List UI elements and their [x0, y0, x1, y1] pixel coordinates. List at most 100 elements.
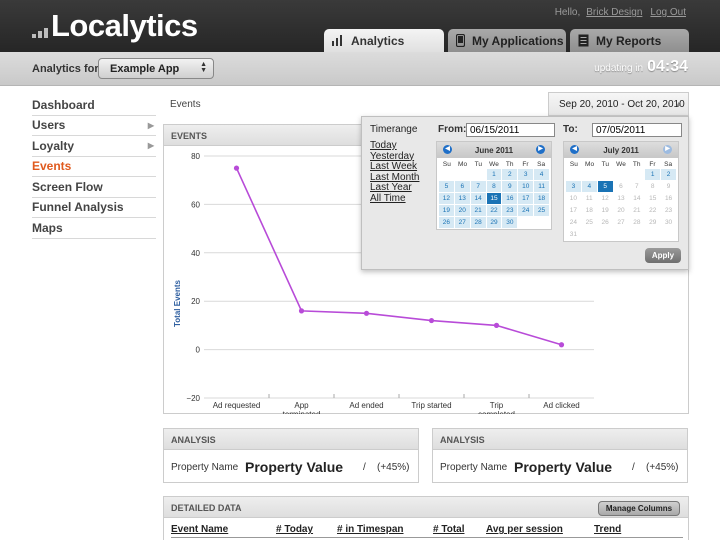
to-date-input[interactable] — [592, 123, 682, 137]
calendar-day[interactable]: 20 — [454, 205, 470, 216]
calendar-day[interactable]: 23 — [502, 205, 518, 216]
calendar-day[interactable]: 1 — [645, 169, 661, 180]
calendar-day[interactable]: 3 — [518, 169, 534, 180]
calendar-day[interactable]: 9 — [502, 181, 518, 192]
sidebar-item-maps[interactable]: Maps — [32, 218, 156, 239]
column-header-total[interactable]: # Total — [433, 524, 465, 535]
calendar-day[interactable]: 10 — [518, 181, 534, 192]
preset-link-all-time[interactable]: All Time — [370, 192, 406, 204]
column-header-event-name[interactable]: Event Name — [171, 524, 229, 535]
calendar-day[interactable]: 7 — [635, 183, 639, 190]
calendar-day[interactable]: 20 — [617, 207, 625, 214]
calendar-day[interactable]: 8 — [650, 183, 655, 190]
prev-month-icon[interactable]: ◀ — [570, 145, 579, 154]
next-month-icon[interactable]: ▶ — [536, 145, 545, 154]
column-header-avg-per-session[interactable]: Avg per session — [486, 524, 563, 535]
calendar-day[interactable]: 31 — [569, 231, 578, 238]
calendar-day[interactable]: 25 — [534, 205, 549, 216]
calendar-day[interactable]: 30 — [502, 217, 518, 228]
calendar-day[interactable]: 30 — [664, 219, 673, 226]
sidebar-item-events[interactable]: Events — [32, 157, 156, 177]
calendar-day[interactable]: 2 — [502, 169, 518, 180]
calendar-day[interactable]: 14 — [633, 195, 641, 202]
data-point[interactable] — [493, 322, 500, 328]
calendar-day[interactable]: 29 — [486, 217, 502, 228]
calendar-day[interactable]: 17 — [518, 193, 534, 204]
calendar-day[interactable]: 21 — [633, 207, 641, 214]
data-point[interactable] — [298, 308, 305, 314]
from-date-input[interactable] — [466, 123, 555, 137]
data-point[interactable] — [233, 165, 240, 171]
calendar-day[interactable]: 11 — [585, 195, 593, 202]
preset-link-last-month[interactable]: Last Month — [370, 171, 420, 183]
calendar-day[interactable]: 26 — [439, 217, 454, 228]
calendar-day[interactable]: 4 — [581, 181, 597, 192]
calendar-day[interactable]: 27 — [454, 217, 470, 228]
calendar-day[interactable]: 29 — [649, 219, 657, 226]
tab-analytics[interactable]: Analytics — [324, 29, 444, 52]
calendar-day[interactable]: 14 — [470, 193, 486, 204]
calendar-day[interactable]: 5 — [597, 181, 613, 192]
calendar-day[interactable]: 24 — [569, 219, 578, 226]
calendar-day[interactable]: 28 — [633, 219, 641, 226]
column-header-trend[interactable]: Trend — [594, 524, 622, 535]
tab-my-applications[interactable]: My Applications — [448, 29, 566, 52]
calendar-day[interactable]: 27 — [617, 219, 625, 226]
calendar-day[interactable]: 10 — [569, 195, 578, 202]
calendar-day[interactable]: 16 — [664, 195, 673, 202]
calendar-day[interactable]: 11 — [534, 181, 549, 192]
preset-link-last-year[interactable]: Last Year — [370, 182, 412, 194]
sidebar-item-loyalty[interactable]: Loyalty ▶ — [32, 136, 156, 157]
calendar-day[interactable]: 24 — [518, 205, 534, 216]
column-header-today[interactable]: # Today — [276, 524, 314, 535]
calendar-day[interactable]: 2 — [661, 169, 676, 180]
manage-columns-button[interactable]: Manage Columns — [598, 501, 680, 516]
preset-link-yesterday[interactable]: Yesterday — [370, 150, 415, 162]
calendar-day[interactable]: 17 — [569, 207, 578, 214]
sidebar-item-funnel-analysis[interactable]: Funnel Analysis — [32, 198, 156, 218]
sidebar-item-users[interactable]: Users ▶ — [32, 116, 156, 136]
prev-month-icon[interactable]: ◀ — [443, 145, 452, 154]
calendar-day[interactable]: 19 — [439, 205, 454, 216]
calendar-day[interactable]: 4 — [534, 169, 549, 180]
calendar-day[interactable]: 1 — [486, 169, 502, 180]
logout-link[interactable]: Log Out — [650, 7, 686, 18]
apply-button[interactable]: Apply — [645, 248, 681, 263]
next-month-icon[interactable]: ▶ — [663, 145, 672, 154]
calendar-day[interactable]: 18 — [585, 207, 593, 214]
localytics-logo[interactable]: Localytics — [32, 8, 198, 44]
data-point[interactable] — [428, 317, 435, 324]
calendar-day[interactable]: 21 — [470, 205, 486, 216]
user-name-link[interactable]: Brick Design — [586, 7, 643, 18]
calendar-day[interactable]: 18 — [534, 193, 549, 204]
calendar-day[interactable]: 16 — [502, 193, 518, 204]
calendar-day[interactable]: 25 — [585, 219, 593, 226]
data-point[interactable] — [558, 342, 565, 348]
preset-link-today[interactable]: Today — [370, 140, 397, 151]
calendar-day[interactable]: 13 — [617, 195, 625, 202]
calendar-day[interactable]: 28 — [470, 217, 486, 228]
calendar-day[interactable]: 22 — [649, 207, 657, 214]
preset-link-last-week[interactable]: Last Week — [370, 161, 418, 173]
calendar-day[interactable]: 5 — [439, 181, 454, 192]
date-range-toggle[interactable]: Sep 20, 2010 - Oct 20, 2010 ▲ — [548, 92, 689, 116]
sidebar-item-screen-flow[interactable]: Screen Flow — [32, 177, 156, 198]
calendar-day[interactable]: 15 — [649, 195, 657, 202]
calendar-day[interactable]: 15 — [486, 193, 502, 204]
calendar-day[interactable]: 8 — [486, 181, 502, 192]
tab-my-reports[interactable]: My Reports — [570, 29, 689, 52]
calendar-day[interactable]: 7 — [470, 181, 486, 192]
data-point[interactable] — [363, 310, 370, 316]
column-header-in-timespan[interactable]: # in Timespan — [337, 524, 404, 535]
calendar-day[interactable]: 19 — [601, 207, 609, 214]
calendar-day[interactable]: 22 — [486, 205, 502, 216]
calendar-day[interactable]: 12 — [439, 193, 454, 204]
calendar-day[interactable]: 12 — [601, 195, 609, 202]
calendar-day[interactable]: 13 — [454, 193, 470, 204]
calendar-day[interactable]: 23 — [664, 207, 673, 214]
app-select[interactable]: Example App ▲ ▼ — [98, 58, 214, 79]
calendar-day[interactable]: 6 — [454, 181, 470, 192]
calendar-day[interactable]: 3 — [566, 181, 581, 192]
sidebar-item-dashboard[interactable]: Dashboard — [32, 95, 156, 116]
calendar-day[interactable]: 6 — [619, 183, 623, 190]
